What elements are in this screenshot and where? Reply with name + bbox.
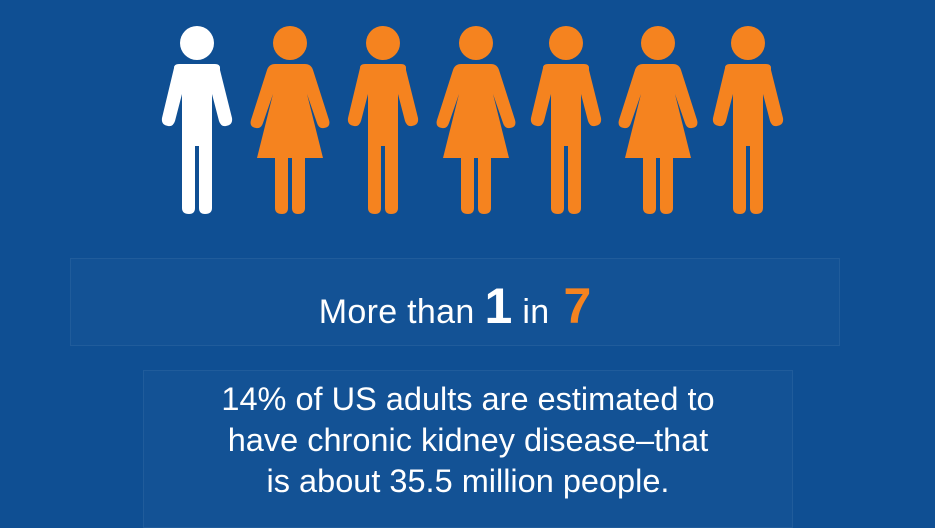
headline-numerator: 1 xyxy=(484,278,513,334)
headline-middle: in xyxy=(522,293,550,331)
headline-stat: More than 1 in 7 xyxy=(70,258,840,346)
caption-line-3: is about 35.5 million people. xyxy=(266,463,670,499)
female-person-icon xyxy=(613,22,703,214)
caption-text: 14% of US adults are estimated to have c… xyxy=(143,370,793,528)
female-person-icon-svg xyxy=(436,26,516,214)
female-person-icon-svg xyxy=(250,26,330,214)
male-person-icon-svg xyxy=(712,26,784,214)
male-person-icon xyxy=(703,22,793,214)
male-person-icon-svg xyxy=(347,26,419,214)
headline-denominator: 7 xyxy=(563,278,592,334)
female-person-icon xyxy=(431,22,521,214)
male-person-icon xyxy=(338,22,428,214)
female-person-icon xyxy=(245,22,335,214)
male-person-icon xyxy=(152,22,242,214)
people-row xyxy=(0,0,935,230)
caption-line-1: 14% of US adults are estimated to xyxy=(221,381,715,417)
caption-line-2: have chronic kidney disease–that xyxy=(227,422,709,458)
headline-prefix: More than xyxy=(318,293,475,331)
male-person-icon xyxy=(521,22,611,214)
female-person-icon-svg xyxy=(618,26,698,214)
male-person-icon-svg xyxy=(161,26,233,214)
male-person-icon-svg xyxy=(530,26,602,214)
